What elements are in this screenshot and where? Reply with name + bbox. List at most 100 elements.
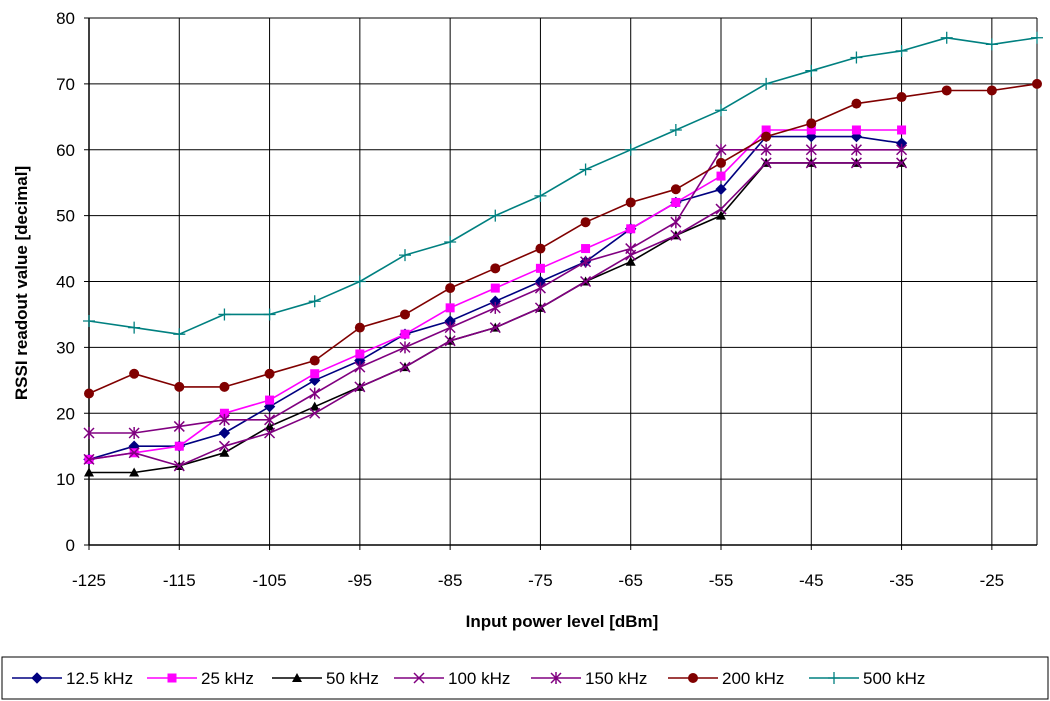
data-point-25-khz	[806, 125, 816, 135]
data-point-100-khz	[399, 361, 411, 373]
data-point-100-khz	[444, 335, 456, 347]
data-point-200-khz	[264, 368, 275, 379]
x-tick-label: -85	[438, 571, 463, 590]
series-layer	[83, 31, 1043, 477]
y-tick-label: 30	[56, 338, 75, 357]
data-point-200-khz	[851, 98, 862, 109]
data-point-200-khz	[896, 92, 907, 103]
y-axis-title: RSSI readout value [decimal]	[12, 166, 31, 400]
data-point-500-khz	[399, 249, 411, 262]
series-50-khz	[84, 157, 907, 477]
series-line-500-khz	[88, 36, 1038, 336]
data-point-150-khz	[580, 255, 592, 268]
data-point-100-khz	[805, 157, 817, 169]
x-tick-label: -95	[348, 571, 373, 590]
data-point-200-khz	[716, 157, 726, 168]
series-12-5-khz	[83, 130, 908, 466]
legend-label-25-khz: 25 kHz	[201, 669, 254, 688]
data-point-200-khz	[986, 85, 997, 96]
data-point-150-khz	[264, 413, 276, 426]
data-point-200-khz	[445, 283, 456, 294]
data-point-50-khz	[219, 447, 230, 457]
tick-labels: 0 10 20 30 40 50 60 70 80 -125 -115 -105 -95 -85 -75 -6…	[56, 9, 1004, 590]
data-point-100-khz	[128, 447, 140, 459]
data-point-150-khz	[896, 143, 908, 156]
data-point-25-khz	[851, 125, 861, 135]
x-tick-label: -25	[980, 571, 1005, 590]
data-point-500-khz	[83, 315, 95, 328]
x-tick-label: -115	[163, 571, 196, 590]
data-point-500-khz	[444, 235, 457, 248]
data-point-200-khz	[490, 263, 501, 274]
data-point-500-khz	[579, 163, 592, 176]
data-point-25-khz	[716, 171, 726, 181]
series-line-25-khz	[88, 129, 902, 461]
data-point-50-khz	[625, 256, 636, 266]
legend-label-50-khz: 50 kHz	[326, 669, 379, 688]
data-point-200-khz	[354, 322, 365, 333]
data-point-200-khz	[806, 118, 817, 129]
data-point-500-khz	[534, 189, 547, 202]
data-point-200-khz	[84, 388, 94, 399]
data-point-500-khz	[1031, 31, 1043, 44]
data-point-100-khz	[173, 460, 185, 472]
x-tick-label: -35	[889, 571, 914, 590]
y-tick-label: 50	[56, 207, 75, 226]
data-point-200-khz	[535, 243, 546, 254]
data-point-25-khz	[761, 125, 771, 135]
data-point-25-khz	[671, 197, 681, 207]
y-tick-label: 40	[56, 273, 75, 292]
y-tick-label: 20	[56, 404, 75, 423]
data-point-100-khz	[309, 407, 321, 419]
series-line-100-khz	[88, 162, 902, 467]
data-point-12-5-khz	[715, 183, 727, 195]
data-point-500-khz	[308, 295, 321, 308]
data-point-25-khz	[400, 329, 410, 339]
data-point-100-khz	[896, 157, 908, 169]
legend-label-100-khz: 100 kHz	[448, 669, 510, 688]
legend-marker-200-khz	[688, 673, 698, 683]
data-point-500-khz	[263, 308, 276, 321]
data-point-25-khz	[265, 395, 275, 405]
data-point-150-khz	[625, 242, 637, 255]
data-point-150-khz	[805, 143, 817, 156]
data-point-200-khz	[400, 309, 410, 320]
data-point-150-khz	[715, 143, 727, 156]
legend-label-150-khz: 150 kHz	[585, 669, 647, 688]
data-point-25-khz	[897, 125, 907, 135]
legend-marker-50-khz	[292, 673, 302, 682]
y-tick-label: 60	[56, 141, 75, 160]
data-point-200-khz	[129, 368, 140, 379]
series-100-khz	[83, 157, 908, 472]
data-point-150-khz	[670, 216, 682, 229]
data-point-100-khz	[83, 453, 95, 465]
y-tick-label: 70	[56, 75, 75, 94]
data-point-25-khz	[219, 408, 229, 418]
series-200-khz	[84, 78, 1042, 399]
data-point-25-khz	[445, 303, 455, 313]
data-point-150-khz	[309, 387, 321, 400]
data-point-200-khz	[1032, 78, 1042, 89]
data-point-150-khz	[173, 420, 185, 433]
y-tick-label: 0	[66, 536, 75, 555]
data-point-200-khz	[625, 197, 636, 208]
data-point-200-khz	[174, 381, 185, 392]
data-point-25-khz	[535, 263, 545, 273]
data-point-100-khz	[670, 229, 682, 241]
legend-label-200-khz: 200 kHz	[722, 669, 784, 688]
data-point-100-khz	[760, 157, 772, 169]
legend-marker-100-khz	[413, 672, 425, 684]
data-point-25-khz	[355, 349, 365, 359]
data-point-150-khz	[128, 427, 140, 440]
data-point-150-khz	[534, 282, 546, 295]
data-point-500-khz	[715, 104, 727, 117]
data-point-100-khz	[850, 157, 862, 169]
data-point-50-khz	[129, 467, 140, 477]
data-point-150-khz	[444, 321, 456, 334]
legend: 12.5 kHz 25 kHz 50 kHz 100 kHz 150 kHz 200 kH…	[1, 656, 1049, 700]
x-tick-label: -65	[618, 571, 643, 590]
data-point-500-khz	[760, 77, 773, 90]
data-point-200-khz	[761, 131, 772, 142]
data-point-500-khz	[895, 44, 908, 57]
